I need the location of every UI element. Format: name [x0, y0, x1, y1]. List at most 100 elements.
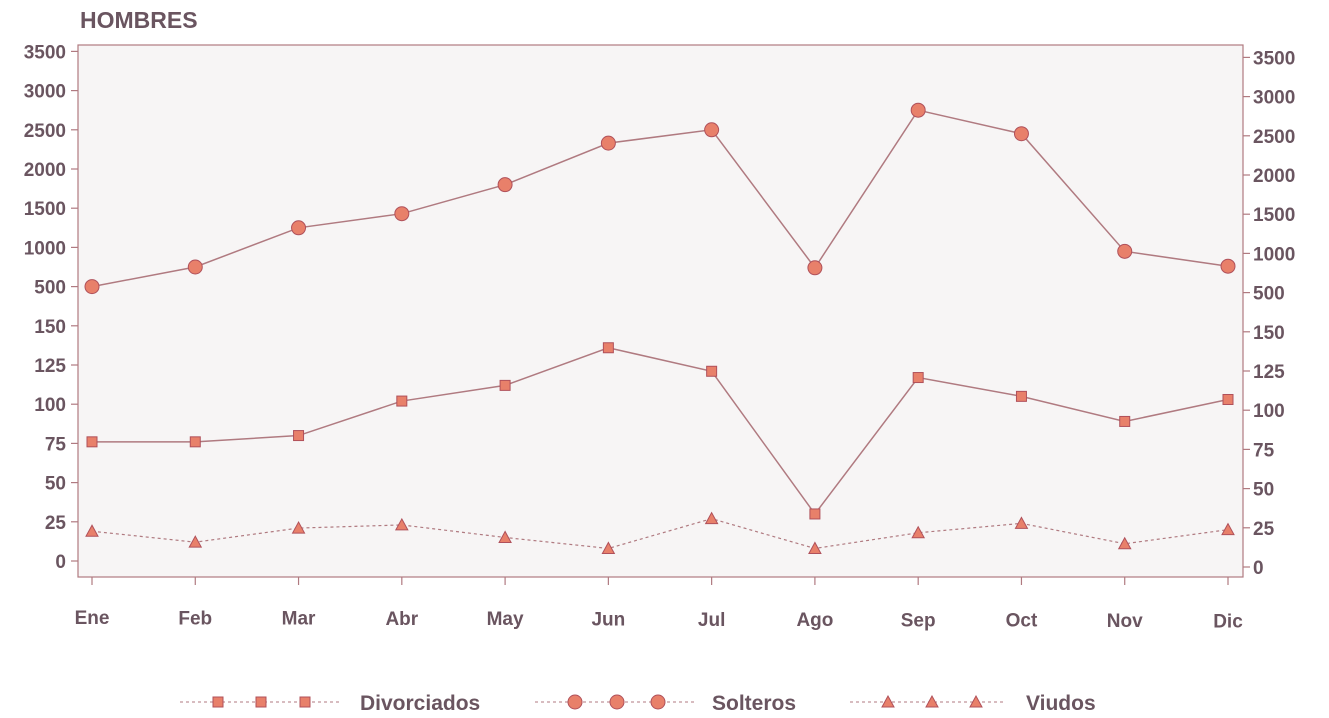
left-tick-label: 3000	[24, 82, 66, 103]
data-point	[84, 279, 100, 295]
data-point	[396, 395, 408, 407]
right-tick-label: 1000	[1253, 244, 1295, 265]
data-point	[706, 365, 718, 377]
legend-marker	[212, 696, 224, 708]
data-point	[498, 530, 512, 543]
series-layer	[84, 102, 1236, 554]
series-line	[92, 346, 1229, 516]
legend-label: Solteros	[712, 692, 796, 715]
data-point	[911, 525, 926, 539]
x-tick-label: Mar	[282, 609, 316, 630]
left-tick-label: 3500	[24, 42, 66, 63]
data-point	[85, 524, 99, 537]
right-tick-label: 3000	[1253, 88, 1295, 109]
legend-marker	[925, 694, 939, 708]
right-y-axis: 0 25 50 75 100 125 150 500 1000 1500 2000 2500 3000 3…	[1243, 48, 1295, 579]
x-tick-label: Oct	[1006, 611, 1038, 632]
left-tick-label: 125	[34, 356, 66, 377]
left-tick-label: 50	[45, 474, 66, 495]
legend-item-viudos: Viudos	[850, 692, 1096, 715]
plot-area	[77, 44, 1244, 578]
legend-marker	[881, 694, 895, 708]
data-point	[1013, 126, 1029, 142]
chart-title: HOMBRES	[80, 7, 198, 33]
x-tick-label: May	[487, 609, 524, 630]
left-tick-label: 2500	[24, 121, 66, 142]
data-point	[912, 372, 924, 384]
legend-marker	[567, 694, 583, 710]
x-tick-label: Nov	[1107, 611, 1143, 632]
x-axis: Ene Feb Mar Abr May Jun Jul Ago Sep Oct Nov Dic	[75, 577, 1243, 632]
data-point	[497, 177, 513, 193]
data-point	[602, 342, 614, 354]
data-point	[601, 541, 616, 554]
left-tick-label: 1000	[24, 238, 66, 259]
right-tick-label: 50	[1253, 480, 1274, 501]
data-point	[394, 206, 410, 222]
legend-marker	[255, 696, 267, 708]
data-point	[293, 430, 305, 442]
right-tick-label: 75	[1253, 440, 1275, 461]
legend-item-solteros: Solteros	[535, 692, 796, 715]
left-tick-label: 500	[34, 278, 66, 299]
data-point	[808, 541, 822, 554]
x-tick-label: Jul	[698, 610, 725, 631]
data-point	[187, 259, 203, 275]
right-tick-label: 125	[1253, 362, 1285, 383]
x-tick-label: Abr	[385, 609, 418, 630]
legend-item-divorciados: Divorciados	[180, 692, 480, 715]
x-tick-label: Sep	[901, 610, 936, 631]
data-point	[1220, 258, 1236, 274]
data-point	[189, 436, 201, 448]
right-tick-label: 25	[1253, 519, 1275, 540]
series-solteros	[84, 102, 1236, 295]
data-point	[600, 135, 616, 151]
right-tick-label: 1500	[1253, 205, 1295, 226]
right-tick-label: 500	[1253, 284, 1285, 305]
left-tick-label: 0	[55, 552, 66, 573]
data-point	[704, 122, 720, 138]
right-tick-label: 0	[1253, 558, 1264, 579]
data-point	[1221, 522, 1235, 536]
legend-label: Divorciados	[360, 692, 480, 715]
data-point	[704, 511, 719, 525]
x-tick-label: Feb	[178, 608, 212, 629]
data-point	[1119, 415, 1131, 427]
left-tick-label: 150	[34, 317, 66, 338]
left-tick-label: 25	[45, 513, 67, 534]
data-point	[809, 508, 821, 520]
legend-marker	[969, 694, 983, 708]
x-tick-label: Ene	[75, 608, 110, 629]
right-tick-label: 2000	[1253, 166, 1295, 187]
left-tick-label: 75	[45, 434, 67, 455]
right-tick-label: 3500	[1253, 48, 1295, 69]
data-point	[1117, 243, 1133, 259]
series-viudos	[85, 511, 1235, 554]
data-point	[291, 521, 306, 534]
x-tick-label: Jun	[591, 610, 625, 631]
data-point	[291, 220, 307, 236]
left-tick-label: 2000	[24, 160, 66, 181]
right-tick-label: 100	[1253, 401, 1285, 422]
legend: Divorciados Solteros Viudos	[180, 692, 1096, 715]
data-point	[1015, 390, 1027, 402]
legend-marker	[609, 694, 625, 710]
series-line	[91, 109, 1229, 288]
data-point	[910, 102, 926, 118]
right-tick-label: 150	[1253, 323, 1285, 344]
data-point	[394, 517, 409, 531]
left-tick-label: 1500	[24, 199, 66, 220]
data-point	[1014, 516, 1029, 529]
data-point	[807, 260, 823, 276]
data-point	[499, 379, 511, 391]
left-y-axis: 0 25 50 75 100 125 150 500 1000 1500 2000 2500 3000 3…	[24, 42, 78, 573]
x-tick-label: Ago	[796, 610, 833, 631]
data-point	[1117, 536, 1132, 550]
legend-label: Viudos	[1026, 692, 1096, 715]
left-tick-label: 100	[34, 395, 66, 416]
legend-marker	[299, 696, 311, 708]
data-point	[188, 535, 203, 548]
x-tick-label: Dic	[1213, 611, 1243, 632]
series-divorciados	[86, 342, 1234, 520]
